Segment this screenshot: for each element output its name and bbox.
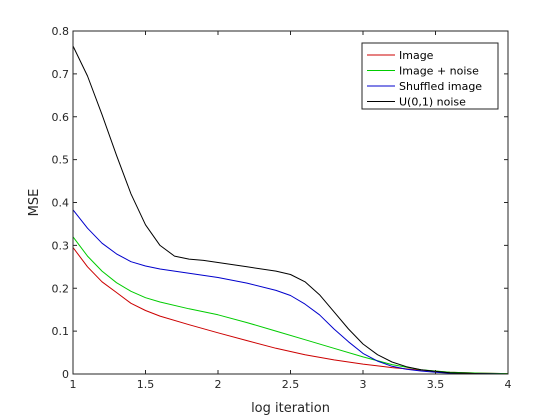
y-tick-label: 0.2: [52, 282, 70, 295]
x-tick-label: 2.5: [282, 378, 300, 391]
x-tick-label: 1.5: [137, 378, 155, 391]
y-axis-ticks: 0 0.1 0.2 0.3 0.4 0.5 0.6 0.7 0.8: [52, 25, 508, 381]
y-tick-label: 0.7: [52, 68, 70, 81]
series-line-shuffled-image: [72, 209, 509, 375]
x-tick-label: 1: [70, 378, 77, 391]
series-line-u-0-1-noise: [72, 45, 509, 375]
x-tick-label: 3: [360, 378, 367, 391]
series-lines: [72, 45, 509, 375]
y-tick-label: 0.4: [52, 197, 70, 210]
x-tick-label: 2: [215, 378, 222, 391]
x-tick-label: 4: [505, 378, 512, 391]
legend-label: Image: [399, 49, 434, 62]
y-tick-label: 0.8: [52, 25, 70, 38]
legend: Image Image + noise Shuffled image U(0,1) n…: [361, 42, 499, 110]
legend-label: U(0,1) noise: [399, 96, 466, 109]
y-tick-label: 0.3: [52, 239, 70, 252]
x-axis-label: log iteration: [251, 401, 330, 416]
legend-label: Image + noise: [399, 65, 479, 78]
y-axis-label: MSE: [27, 189, 42, 217]
y-tick-label: 0: [62, 368, 69, 381]
x-tick-label: 3.5: [427, 378, 445, 391]
legend-box: [361, 42, 499, 110]
y-tick-label: 0.1: [52, 325, 70, 338]
y-tick-label: 0.6: [52, 111, 70, 124]
y-tick-label: 0.5: [52, 154, 70, 167]
legend-label: Shuffled image: [399, 80, 482, 93]
x-axis-ticks: 1 1.5 2 2.5 3 3.5 4: [70, 31, 512, 391]
